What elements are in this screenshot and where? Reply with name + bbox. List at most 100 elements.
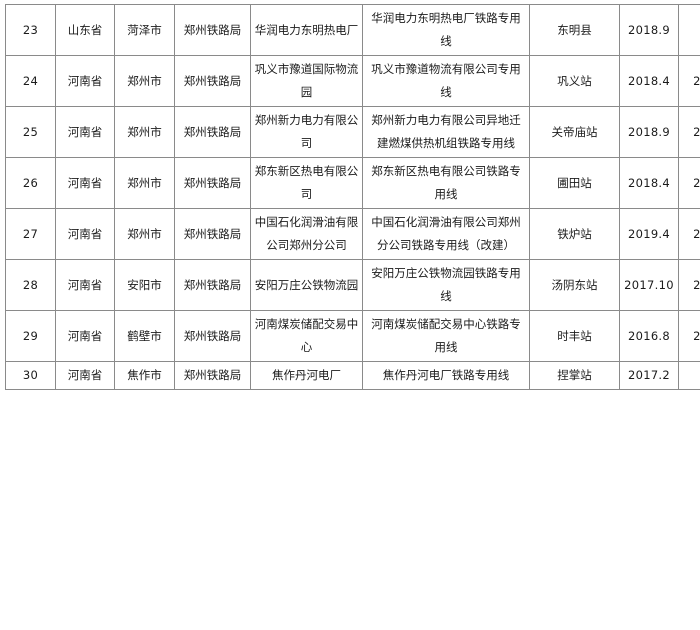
cell-text-project: 郑东新区热电有限公司 [254,164,359,201]
table-row: 30 河南省 焦作市 郑州铁路局 焦作丹河电厂 焦作丹河电厂铁路专用线 捏掌站 2017.2 2… [5,361,700,390]
cell-index: 29 [5,310,56,362]
cell-bureau: 郑州铁路局 [174,310,251,362]
cell-text-end: 2019 [682,19,700,42]
cell-text-line: 安阳万庄公铁物流园铁路专用线 [371,266,521,303]
cell-index: 30 [5,361,56,390]
cell-text-project: 中国石化润滑油有限公司郑州分公司 [254,215,359,252]
cell-line: 郑州新力电力有限公司异地迁建燃煤供热机组铁路专用线 [362,106,530,158]
cell-city: 郑州市 [114,157,175,209]
cell-index: 26 [5,157,56,209]
table-body: 23 山东省 菏泽市 郑州铁路局 华润电力东明热电厂 华润电力东明热电厂铁路专用线 东明县 2… [5,4,700,390]
cell-bureau: 郑州铁路局 [174,4,251,56]
cell-text-start: 2016.8 [627,328,671,343]
cell-province: 河南省 [55,55,115,107]
cell-text-start: 2019.4 [627,226,671,241]
cell-line: 郑东新区热电有限公司铁路专用线 [362,157,530,209]
cell-start: 2019.4 [619,208,679,260]
cell-text-province: 河南省 [67,368,103,382]
cell-text-bureau: 郑州铁路局 [183,368,242,382]
cell-text-province: 河南省 [67,73,103,88]
table-row: 24 河南省 郑州市 郑州铁路局 巩义市豫道国际物流园 巩义市豫道物流有限公司专用线 巩义站… [5,55,700,107]
cell-index: 25 [5,106,56,158]
cell-province: 河南省 [55,157,115,209]
cell-end: 2019.12 [678,208,700,260]
cell-text-index: 23 [22,22,39,37]
cell-text-end: 2019 [682,364,700,387]
cell-station: 关帝庙站 [529,106,620,158]
cell-province: 河南省 [55,259,115,311]
cell-text-line: 焦作丹河电厂铁路专用线 [382,368,510,382]
cell-text-station: 圃田站 [557,175,592,190]
cell-text-bureau: 郑州铁路局 [183,22,242,37]
cell-text-project: 华润电力东明热电厂 [254,22,359,37]
cell-project: 河南煤炭储配交易中心 [250,310,363,362]
cell-end: 2018.12 [678,55,700,107]
cell-city: 鹤壁市 [114,310,175,362]
cell-project: 郑东新区热电有限公司 [250,157,363,209]
cell-province: 河南省 [55,310,115,362]
cell-text-start: 2018.4 [627,73,671,88]
cell-text-end: 2019.12 [693,124,700,139]
cell-start: 2018.4 [619,157,679,209]
cell-index: 28 [5,259,56,311]
cell-station: 时丰站 [529,310,620,362]
cell-city: 郑州市 [114,208,175,260]
cell-text-city: 安阳市 [127,277,162,292]
cell-project: 焦作丹河电厂 [250,361,363,390]
cell-index: 24 [5,55,56,107]
cell-station: 捏掌站 [529,361,620,390]
cell-text-city: 焦作市 [127,368,162,382]
cell-text-start: 2018.9 [627,22,671,37]
cell-city: 安阳市 [114,259,175,311]
cell-text-province: 河南省 [67,124,103,139]
cell-text-project: 焦作丹河电厂 [272,368,341,382]
cell-text-start: 2018.4 [627,175,671,190]
cell-end: 2019 [678,361,700,390]
cell-station: 巩义站 [529,55,620,107]
cell-text-city: 郑州市 [127,175,162,190]
cell-text-end: 2018.12 [693,277,700,292]
cell-bureau: 郑州铁路局 [174,55,251,107]
cell-text-province: 河南省 [67,328,103,343]
cell-line: 河南煤炭储配交易中心铁路专用线 [362,310,530,362]
cell-text-start: 2017.10 [624,277,674,292]
cell-project: 巩义市豫道国际物流园 [250,55,363,107]
cell-text-line: 郑东新区热电有限公司铁路专用线 [371,164,521,201]
cell-text-province: 山东省 [67,22,103,37]
cell-text-city: 郑州市 [127,124,162,139]
cell-text-index: 29 [22,328,39,343]
cell-province: 河南省 [55,106,115,158]
cell-start: 2016.8 [619,310,679,362]
cell-city: 郑州市 [114,55,175,107]
cell-station: 汤阴东站 [529,259,620,311]
cell-text-start: 2018.9 [627,124,671,139]
cell-text-line: 郑州新力电力有限公司异地迁建燃煤供热机组铁路专用线 [371,113,521,150]
table-row: 28 河南省 安阳市 郑州铁路局 安阳万庄公铁物流园 安阳万庄公铁物流园铁路专用线 汤阴东站… [5,259,700,311]
cell-text-line: 华润电力东明热电厂铁路专用线 [371,11,521,48]
cell-end: 2019.12 [678,106,700,158]
cell-text-city: 鹤壁市 [127,328,162,343]
cell-text-station: 铁炉站 [557,226,592,241]
cell-text-index: 28 [22,277,39,292]
cell-text-bureau: 郑州铁路局 [183,277,242,292]
cell-end: 2019.10 [678,157,700,209]
cell-project: 中国石化润滑油有限公司郑州分公司 [250,208,363,260]
cell-text-station: 捏掌站 [557,368,592,382]
cell-text-station: 关帝庙站 [551,124,598,139]
cell-text-province: 河南省 [67,175,103,190]
cell-text-bureau: 郑州铁路局 [183,175,242,190]
cell-text-station: 东明县 [557,22,592,37]
cell-text-start: 2017.2 [627,368,671,382]
cell-line: 焦作丹河电厂铁路专用线 [362,361,530,390]
cell-bureau: 郑州铁路局 [174,208,251,260]
cell-station: 铁炉站 [529,208,620,260]
cell-text-project: 河南煤炭储配交易中心 [254,317,359,354]
cell-text-project: 巩义市豫道国际物流园 [254,62,359,99]
cell-index: 23 [5,4,56,56]
cell-text-end: 2018.12 [693,73,700,88]
cell-start: 2017.10 [619,259,679,311]
cell-line: 安阳万庄公铁物流园铁路专用线 [362,259,530,311]
cell-start: 2018.4 [619,55,679,107]
cell-text-line: 河南煤炭储配交易中心铁路专用线 [371,317,521,354]
table-row: 29 河南省 鹤壁市 郑州铁路局 河南煤炭储配交易中心 河南煤炭储配交易中心铁路专用线 时丰… [5,310,700,362]
